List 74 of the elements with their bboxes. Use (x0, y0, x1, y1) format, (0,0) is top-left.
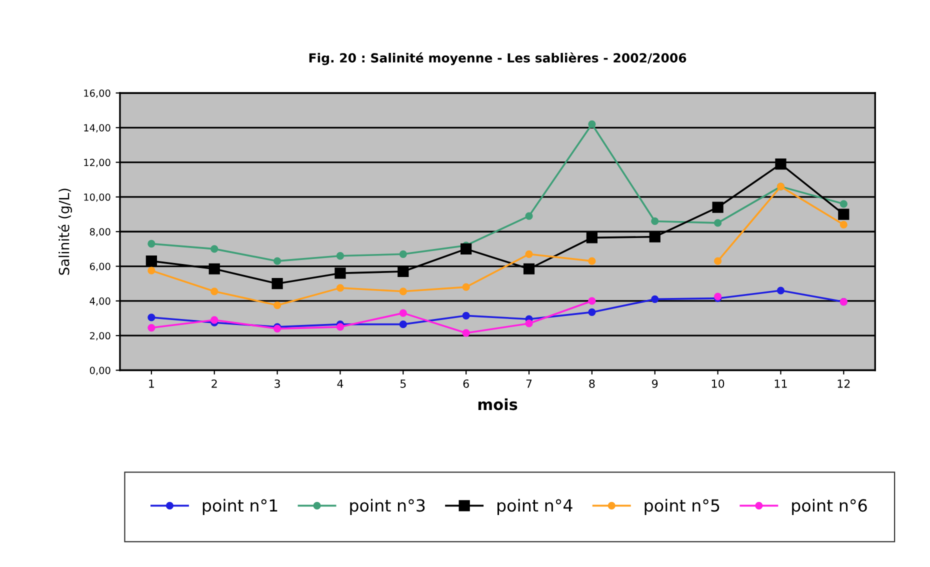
point (840, 220, 848, 229)
point (525, 320, 533, 328)
point (210, 316, 218, 324)
x-tick-label: 8 (589, 379, 595, 388)
point (148, 240, 156, 248)
y-tick-label: 16,00 (84, 89, 110, 98)
y-tick-label: 10,00 (84, 193, 110, 202)
y-tick-label: 4,00 (90, 297, 110, 306)
point (714, 219, 722, 227)
x-tick-label: 10 (712, 379, 724, 388)
x-tick-label: 3 (274, 379, 280, 388)
point (651, 217, 659, 226)
y-tick-label: 6,00 (90, 262, 110, 272)
point (462, 312, 470, 320)
point (148, 266, 156, 274)
x-axis-title: mois (478, 398, 518, 410)
legend-label: point n°1 (202, 498, 278, 515)
y-tick-label: 12,00 (84, 158, 110, 168)
x-tick-label: 7 (526, 380, 532, 388)
point (462, 329, 470, 337)
point (651, 295, 659, 304)
x-tick-label: 1 (149, 380, 154, 388)
point (649, 231, 660, 242)
point (588, 297, 596, 305)
legend-label: point n°4 (498, 498, 572, 515)
legend-label: point n°3 (350, 498, 425, 515)
y-tick-label: 8,00 (90, 228, 110, 236)
point (588, 308, 596, 316)
x-tick-label: 6 (463, 379, 469, 388)
point (460, 243, 472, 255)
x-tick-label: 12 (838, 379, 850, 388)
point (523, 263, 535, 274)
legend-label: point n°5 (644, 498, 720, 515)
point (712, 202, 724, 213)
y-tick-label: 0,00 (90, 366, 110, 376)
point (334, 268, 346, 279)
point (336, 252, 344, 260)
point (146, 256, 157, 267)
x-tick-label: 11 (774, 380, 787, 388)
point (398, 266, 409, 278)
point (273, 257, 282, 265)
point (775, 158, 786, 170)
point (148, 324, 156, 332)
point (586, 232, 598, 244)
point (210, 288, 218, 296)
point (208, 263, 220, 274)
y-tick-label: 14,00 (84, 124, 110, 132)
x-tick-label: 5 (400, 380, 406, 388)
x-tick-label: 2 (212, 379, 217, 388)
point (462, 283, 470, 291)
point (399, 288, 407, 296)
y-tick-label: 2,00 (90, 332, 110, 340)
point (525, 250, 533, 258)
point (525, 212, 533, 220)
point (588, 257, 596, 265)
point (148, 314, 156, 322)
point (272, 278, 283, 290)
point (399, 250, 407, 258)
point (336, 284, 344, 292)
x-tick-label: 4 (337, 380, 344, 388)
point (273, 301, 282, 310)
point (714, 257, 722, 265)
point (840, 200, 848, 208)
x-tick-label: 9 (652, 379, 658, 388)
point (588, 120, 596, 128)
point (399, 320, 407, 328)
y-axis-title: Salinité (g/L) (58, 188, 72, 275)
legend-label: point n°6 (792, 498, 867, 515)
chart-title: Fig. 20 : Salinité moyenne - Les sablières - 2002/2006 (309, 52, 686, 66)
point (776, 286, 785, 294)
point (399, 309, 407, 317)
point (838, 208, 850, 220)
point (210, 245, 218, 253)
point (336, 323, 344, 331)
